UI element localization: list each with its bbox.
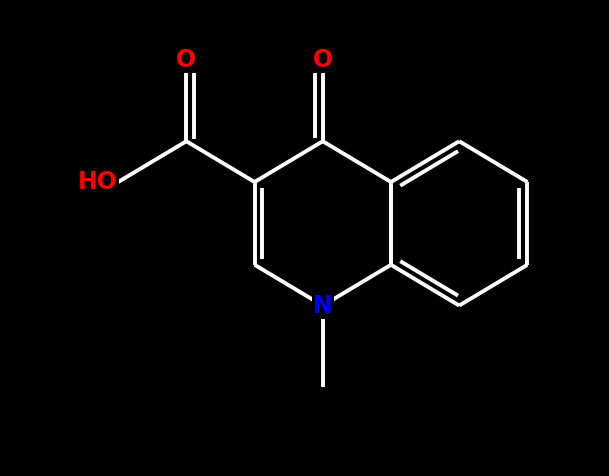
Text: N: N — [313, 294, 333, 317]
Text: HO: HO — [79, 170, 118, 194]
Text: O: O — [176, 48, 197, 72]
Text: O: O — [312, 48, 333, 72]
